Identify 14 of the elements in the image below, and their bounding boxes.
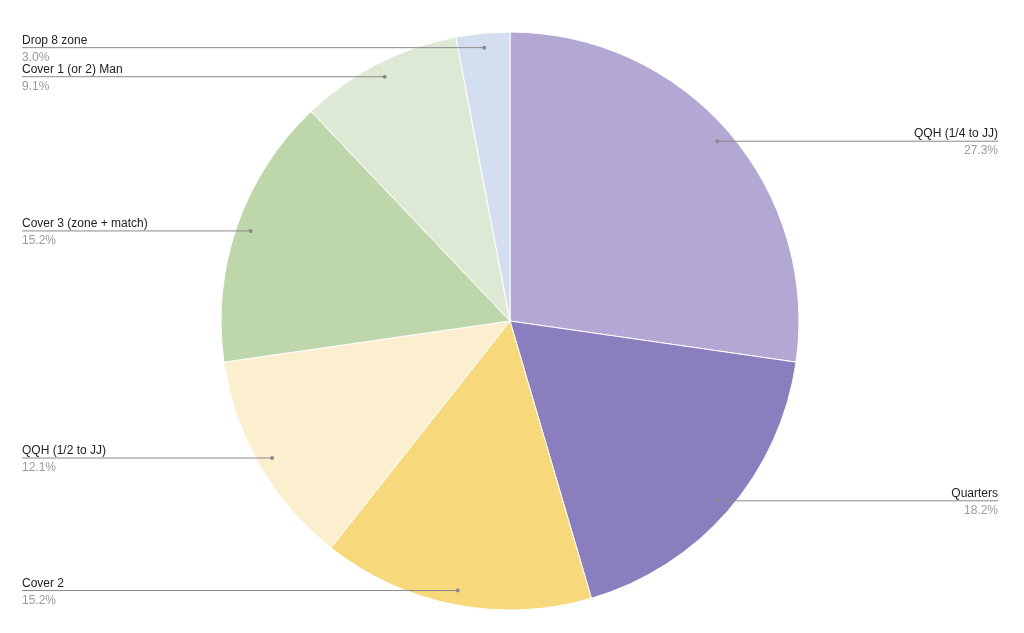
data-label: 12.1% bbox=[22, 460, 57, 475]
slice-label: Cover 1 (or 2) Man bbox=[22, 61, 123, 76]
data-label: 9.1% bbox=[22, 78, 50, 93]
slice-label: Cover 3 (zone + match) bbox=[22, 215, 148, 230]
data-label: 18.2% bbox=[963, 502, 999, 517]
data-label: 3.0% bbox=[22, 49, 50, 64]
slice-label: Cover 2 bbox=[22, 575, 65, 590]
data-label: 15.2% bbox=[22, 592, 57, 607]
slice-label: Quarters bbox=[951, 485, 998, 500]
data-label: 15.2% bbox=[22, 232, 57, 247]
slice-label: Drop 8 zone bbox=[22, 32, 88, 47]
slice-label: QQH (1/4 to JJ) bbox=[913, 126, 998, 141]
slice-label: QQH (1/2 to JJ) bbox=[22, 443, 107, 458]
data-label: 27.3% bbox=[963, 143, 999, 158]
